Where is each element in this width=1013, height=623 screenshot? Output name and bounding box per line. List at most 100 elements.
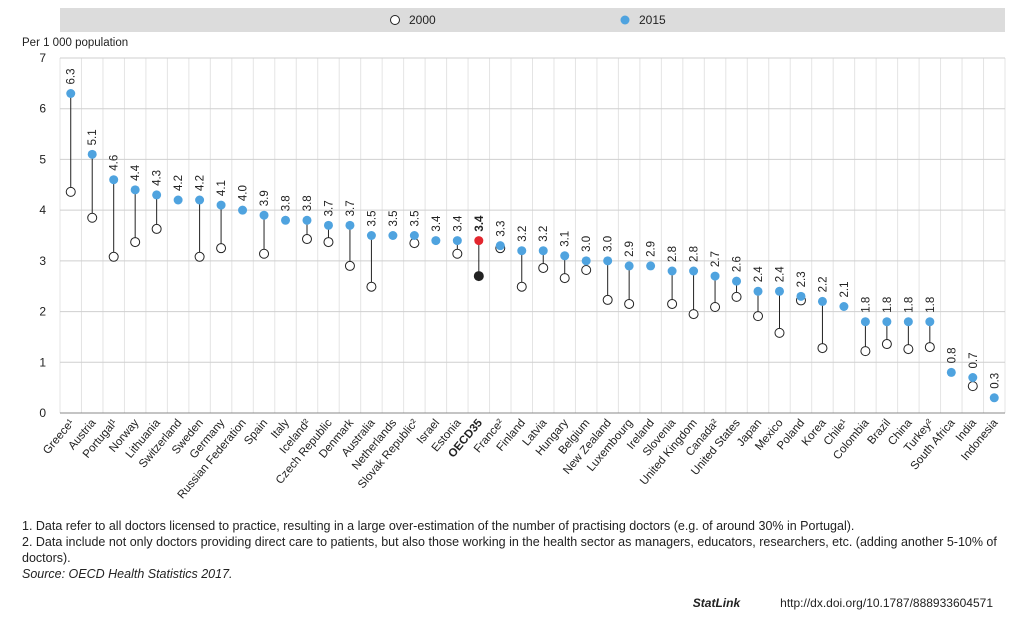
y-tick-label: 2: [39, 305, 46, 319]
value-label: 4.2: [195, 175, 207, 191]
value-label: 3.4: [431, 215, 443, 232]
x-tick-label: Spain: [242, 417, 270, 447]
dot-2000: [216, 243, 227, 254]
dot-2000: [967, 381, 978, 392]
y-tick-label: 6: [39, 102, 46, 116]
value-label: 2.9: [646, 241, 658, 257]
value-label: 4.6: [109, 155, 121, 171]
source: Source: OECD Health Statistics 2017.: [22, 567, 233, 581]
dot-2015: [431, 236, 441, 246]
dot-2000: [344, 260, 355, 271]
dot-2015: [281, 215, 291, 225]
value-label: 3.0: [603, 236, 615, 252]
dot-2000: [366, 281, 377, 292]
value-label: 2.3: [796, 271, 808, 287]
dot-2000: [65, 186, 76, 197]
dot-2000: [774, 327, 785, 338]
value-label: 2.4: [774, 266, 786, 283]
dot-2015: [130, 185, 140, 195]
dot-2000: [731, 291, 742, 302]
y-tick-label: 5: [39, 152, 46, 166]
value-label: 3.8: [281, 195, 293, 211]
dot-2015: [817, 296, 827, 306]
dot-2000: [602, 294, 613, 305]
dot-2000: [881, 339, 892, 350]
dot-2000: [581, 264, 592, 275]
dot-2000: [516, 281, 527, 292]
value-label: 3.4: [452, 215, 464, 232]
statlink-url[interactable]: http://dx.doi.org/10.1787/888933604571: [780, 596, 993, 610]
dot-2015: [366, 231, 376, 240]
y-tick-label: 7: [39, 51, 46, 65]
value-label: 3.4: [474, 215, 486, 232]
dot-2015: [624, 261, 634, 271]
dot-2015: [238, 205, 248, 215]
dot-2015: [87, 149, 97, 159]
value-label: 3.3: [495, 221, 507, 237]
dot-2015: [839, 302, 849, 311]
value-label: 2.8: [667, 246, 679, 262]
y-axis-label: Per 1 000 population: [22, 37, 128, 49]
note: 2. Data include not only doctors providi…: [22, 535, 997, 565]
dot-2000: [860, 346, 871, 357]
value-label: 1.8: [925, 297, 937, 313]
dot-2015: [581, 256, 591, 266]
legend-marker: [390, 15, 400, 25]
dot-2015: [968, 373, 978, 382]
dot-2000: [559, 273, 570, 284]
value-label: 4.1: [216, 180, 228, 196]
dot-2015: [195, 195, 205, 205]
dot-2015: [452, 236, 462, 246]
legend-label: 2000: [409, 13, 436, 27]
dot-2015: [925, 317, 935, 327]
dot-2015: [495, 241, 505, 251]
chart: Per 1 000 population 0 1 2 3 4 5 6 7 2000 2015 6.3…: [22, 8, 1006, 501]
dot-2000: [538, 262, 549, 273]
dot-2000: [151, 223, 162, 234]
dot-2000: [624, 298, 635, 309]
dot-2015: [388, 231, 398, 240]
dot-2000: [473, 271, 484, 282]
dot-2000: [130, 237, 141, 248]
dot-2015: [323, 220, 333, 230]
value-label: 2.7: [710, 251, 722, 267]
legend-label: 2015: [639, 13, 666, 27]
value-label: 2.8: [689, 246, 701, 262]
dot-2015: [302, 215, 312, 225]
value-label: 0.8: [946, 347, 958, 363]
value-label: 1.8: [903, 297, 915, 313]
value-label: 3.0: [581, 236, 593, 252]
y-tick-label: 4: [39, 203, 46, 217]
y-tick-label: 3: [39, 254, 46, 268]
value-label: 3.2: [538, 226, 550, 242]
value-label: 3.2: [517, 226, 529, 242]
value-label: 2.2: [817, 276, 829, 292]
dot-2015: [946, 367, 956, 377]
dot-2000: [903, 344, 914, 355]
dot-2015: [732, 276, 742, 286]
dot-2000: [688, 309, 699, 320]
dot-2015: [517, 246, 527, 256]
dot-2000: [108, 251, 119, 262]
value-label: 4.3: [152, 170, 164, 186]
dot-2000: [753, 311, 764, 322]
value-label: 2.4: [753, 266, 765, 283]
legend-marker: [620, 15, 630, 25]
dot-2015: [860, 317, 870, 327]
dot-2000: [323, 237, 334, 248]
dot-2000: [452, 248, 463, 259]
value-label: 2.9: [624, 241, 636, 257]
value-label: 3.7: [345, 200, 357, 216]
dot-2015: [796, 291, 806, 301]
value-label: 3.5: [366, 211, 378, 227]
dot-2015: [66, 89, 76, 98]
dot-2015: [753, 286, 763, 296]
dot-2015: [173, 195, 183, 205]
value-label: 3.7: [323, 200, 335, 216]
dot-2015: [774, 286, 784, 296]
dot-2015: [259, 210, 269, 220]
dot-2015: [560, 251, 570, 261]
y-tick-label: 0: [39, 406, 46, 420]
value-label: 1.8: [860, 297, 872, 313]
